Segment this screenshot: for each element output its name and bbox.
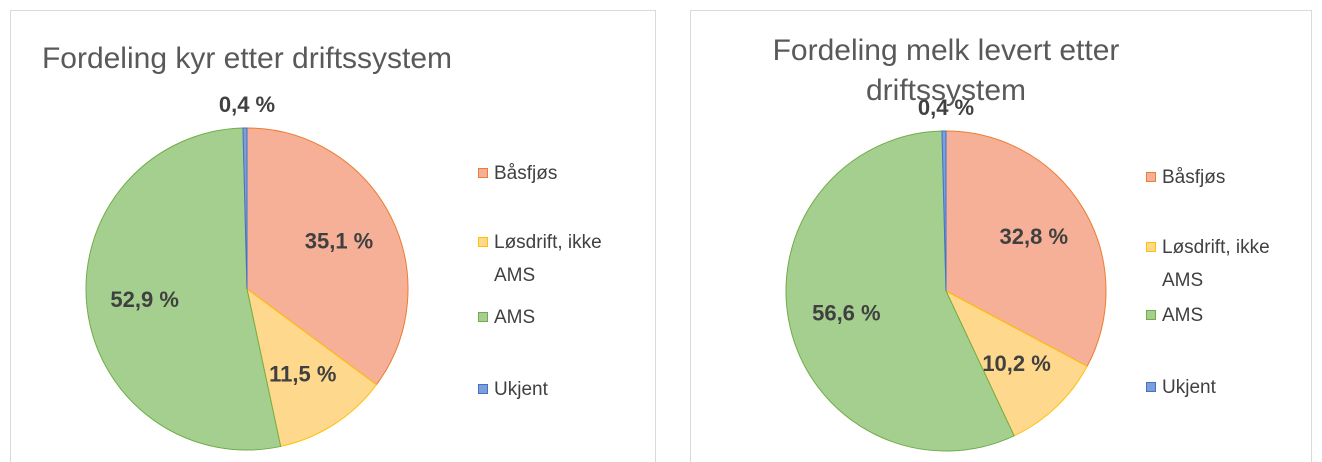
- legend-entry: AMS: [478, 301, 634, 334]
- legend-entry: Båsfjøs: [1146, 161, 1302, 194]
- chart-title: Fordeling kyr etter driftssystem: [41, 42, 453, 75]
- legend-swatch: [478, 312, 488, 322]
- data-label: 32,8 %: [1000, 224, 1069, 249]
- pie: 35,1 % 11,5 % 52,9 % 0,4 %: [85, 92, 409, 451]
- legend-swatch: [1146, 310, 1156, 320]
- pie-slice: [945, 130, 1107, 367]
- legend-entry: Løsdrift, ikke AMS: [1146, 231, 1302, 297]
- legend-swatch: [1146, 242, 1156, 252]
- data-label: 10,2 %: [982, 351, 1050, 376]
- pie-slice: [242, 127, 248, 290]
- pie-slice: [944, 289, 1088, 437]
- chart-panel: 35,1 % 11,5 % 52,9 % 0,4 % Fordeling kyr ett…: [10, 10, 656, 462]
- legend-entry: Ukjent: [478, 373, 634, 406]
- page: {"chart_data": [ {"type": "pie", "title"…: [10, 10, 1312, 462]
- data-label: 11,5 %: [269, 361, 336, 386]
- legend-entry: Løsdrift, ikke AMS: [478, 226, 634, 292]
- legend-swatch: [1146, 172, 1156, 182]
- data-label: 56,6 %: [812, 300, 881, 325]
- pie: 32,8 % 10,2 % 56,6 % 0,4 %: [785, 95, 1107, 452]
- legend-swatch: [478, 168, 488, 178]
- legend-entry: Båsfjøs: [478, 157, 634, 190]
- pie-slice: [246, 287, 378, 448]
- legend-swatch: [478, 237, 488, 247]
- legend-entry: AMS: [1146, 299, 1302, 332]
- chart-title: Fordeling melk levert etter driftssystem: [772, 34, 1120, 107]
- pie-slice: [785, 130, 1015, 452]
- data-label: 52,9 %: [110, 287, 179, 312]
- data-label: 0,4 %: [219, 92, 275, 117]
- chart-panel: 32,8 % 10,2 % 56,6 % 0,4 % Fordeling melk le…: [690, 10, 1312, 462]
- pie-slice: [246, 127, 409, 386]
- data-label: 0,4 %: [918, 95, 974, 120]
- legend-swatch: [478, 384, 488, 394]
- legend-swatch: [1146, 382, 1156, 392]
- data-label: 35,1 %: [305, 228, 374, 253]
- legend-entry: Ukjent: [1146, 371, 1302, 404]
- pie-slice: [941, 130, 947, 292]
- pie-slice: [85, 127, 282, 451]
